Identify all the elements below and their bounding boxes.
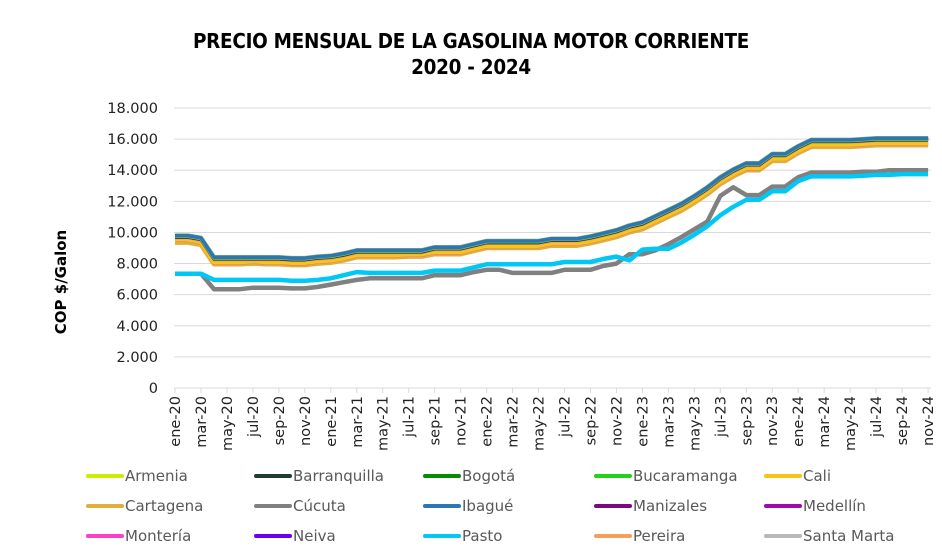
x-tick-label: may-23 (687, 396, 703, 451)
chart-subtitle: 2020 - 2024 (411, 55, 531, 79)
legend-label: Manizales (633, 497, 707, 515)
series-line-barranquilla (175, 138, 929, 262)
x-tick-label: sep-21 (428, 396, 444, 445)
y-tick-label: 0 (149, 381, 158, 397)
legend-label: Bucaramanga (633, 467, 738, 485)
x-tick-label: nov-24 (921, 396, 937, 446)
y-tick-label: 16.000 (107, 132, 158, 148)
y-axis-ticks: 0 2.000 4.000 6.000 8.000 10.000 12.000 14.000 1… (107, 101, 158, 397)
y-tick-label: 6.000 (116, 288, 158, 304)
legend-item: Cúcuta (254, 497, 346, 515)
y-tick-label: 18.000 (107, 101, 158, 117)
x-tick-label: nov-23 (765, 396, 781, 446)
x-tick-label: may-24 (843, 396, 859, 451)
x-tick-label: mar-20 (194, 396, 210, 448)
x-tick-label: may-21 (376, 396, 392, 451)
series-line-pereira (175, 138, 929, 263)
y-tick-label: 14.000 (107, 163, 158, 179)
x-tick-label: mar-23 (661, 396, 677, 448)
legend-label: Bogotá (462, 467, 515, 485)
legend-item: Santa Marta (764, 527, 894, 545)
legend-item: Ibagué (423, 497, 513, 515)
series-lines (175, 136, 929, 292)
legend-label: Santa Marta (803, 527, 894, 545)
legend-item: Montería (86, 527, 191, 545)
legend-label: Montería (125, 527, 191, 545)
x-tick-label: may-20 (220, 396, 236, 451)
legend-item: Manizales (594, 497, 707, 515)
legend-item: Cali (764, 467, 831, 485)
x-tick-label: mar-22 (506, 396, 522, 448)
x-tick-label: sep-24 (895, 396, 911, 445)
legend-item: Neiva (254, 527, 336, 545)
x-tick-label: ene-22 (480, 396, 496, 447)
legend-label: Neiva (293, 527, 336, 545)
x-tick-label: may-22 (532, 396, 548, 451)
series-line-ibagué (175, 136, 929, 260)
series-line-cali (175, 140, 929, 266)
series-line-cúcuta (175, 167, 929, 292)
chart-title-line1: PRECIO MENSUAL DE LA GASOLINA MOTOR CORR… (192, 29, 750, 53)
y-tick-label: 8.000 (116, 257, 158, 273)
legend: Armenia Barranquilla Bogotá Bucaramanga Cali… (86, 467, 894, 545)
y-tick-label: 4.000 (116, 319, 158, 335)
legend-item: Barranquilla (254, 467, 384, 485)
y-tick-label: 10.000 (107, 225, 158, 241)
x-tick-label: jul-20 (246, 396, 262, 438)
x-tick-label: ene-21 (324, 396, 340, 447)
x-tick-label: nov-20 (298, 396, 314, 446)
legend-label: Barranquilla (293, 467, 384, 485)
x-tick-label: nov-21 (454, 396, 470, 446)
legend-label: Pereira (633, 527, 685, 545)
x-tick-label: mar-21 (350, 396, 366, 448)
y-axis-title: COP $/Galon (52, 230, 70, 334)
legend-item: Bucaramanga (594, 467, 738, 485)
series-line-cartagena (175, 143, 929, 268)
y-tick-label: 12.000 (107, 194, 158, 210)
chart-title: PRECIO MENSUAL DE LA GASOLINA MOTOR CORR… (0, 28, 942, 80)
legend-item: Pasto (423, 527, 502, 545)
series-line-montería (175, 142, 929, 266)
x-tick-label: ene-20 (168, 396, 184, 447)
x-axis: ene-20 mar-20 may-20 jul-20 sep-20 nov-20 ene-… (168, 388, 937, 451)
legend-item: Cartagena (86, 497, 203, 515)
x-tick-label: nov-22 (609, 396, 625, 446)
y-tick-label: 2.000 (116, 350, 158, 366)
legend-item: Bogotá (423, 467, 515, 485)
legend-label: Cali (803, 467, 831, 485)
legend-label: Armenia (125, 467, 188, 485)
legend-label: Cúcuta (293, 497, 346, 515)
legend-label: Ibagué (462, 497, 513, 515)
legend-label: Cartagena (125, 497, 203, 515)
series-line-pasto (175, 171, 929, 283)
x-tick-label: sep-20 (272, 396, 288, 445)
legend-item: Medellín (764, 497, 866, 515)
x-tick-label: jul-21 (402, 396, 418, 438)
x-tick-label: jul-22 (558, 396, 574, 438)
x-tick-label: mar-24 (817, 396, 833, 448)
legend-item: Armenia (86, 467, 188, 485)
x-tick-label: sep-22 (583, 396, 599, 445)
x-tick-label: jul-24 (869, 396, 885, 438)
legend-item: Pereira (594, 527, 685, 545)
legend-label: Medellín (803, 497, 866, 515)
x-tick-label: ene-24 (791, 396, 807, 447)
x-tick-label: jul-23 (713, 396, 729, 438)
gridlines (174, 107, 931, 389)
x-tick-label: sep-23 (739, 396, 755, 445)
x-tick-label: ene-23 (635, 396, 651, 447)
legend-label: Pasto (462, 527, 502, 545)
